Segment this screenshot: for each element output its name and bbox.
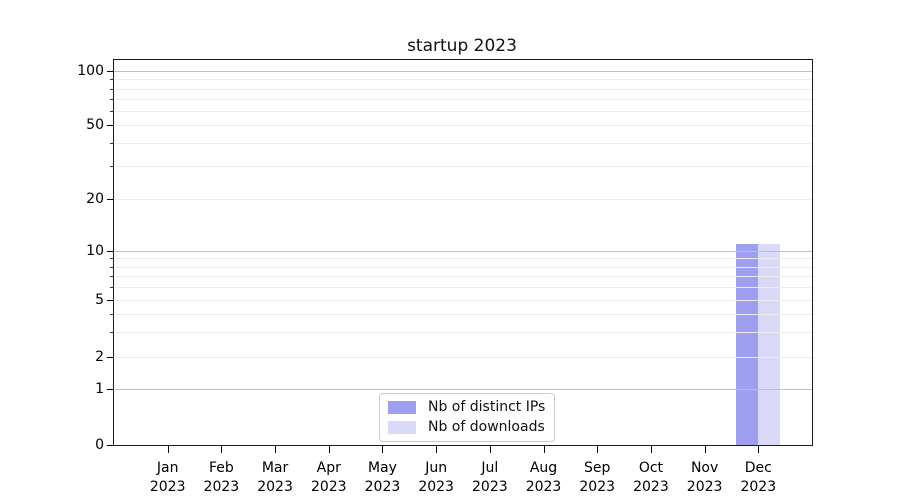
- y-tick: [107, 125, 114, 127]
- y-minor-tick: [110, 143, 114, 145]
- minor-gridline: [114, 125, 812, 127]
- minor-gridline: [114, 287, 812, 289]
- x-axis-tick-label: Jul 2023: [472, 460, 508, 495]
- x-axis-tick-label: Jun 2023: [418, 460, 454, 495]
- bar-nb-of-downloads: [758, 243, 781, 445]
- x-axis-tick-label: Oct 2023: [633, 460, 669, 495]
- y-minor-tick: [110, 79, 114, 81]
- y-minor-tick: [110, 111, 114, 113]
- y-tick: [107, 300, 114, 301]
- minor-gridline: [114, 258, 812, 260]
- y-minor-tick: [110, 276, 114, 278]
- x-axis-tick-label: Nov 2023: [686, 460, 723, 495]
- x-axis-tick-label: May 2023: [364, 460, 401, 495]
- x-tick: [328, 446, 330, 453]
- y-tick: [107, 388, 114, 390]
- x-tick: [758, 446, 760, 453]
- x-tick: [167, 446, 169, 453]
- minor-gridline: [114, 331, 812, 333]
- y-axis-tick-label: 20: [86, 190, 104, 207]
- x-axis-tick-label: Sep 2023: [579, 460, 616, 495]
- plot-area: 0 1 2 5 10 20 50 100 Jan 2023 Feb 2023 Mar 2023 Ap…: [77, 59, 813, 495]
- minor-gridline: [114, 313, 812, 315]
- legend-entry: Nb of downloads: [388, 419, 545, 436]
- bar-nb-of-distinct-ips: [736, 243, 759, 445]
- x-axis-tick-label: Dec 2023: [740, 460, 777, 495]
- minor-gridline: [114, 276, 812, 278]
- legend-label: Nb of downloads: [428, 419, 545, 435]
- y-tick: [107, 356, 114, 358]
- minor-gridline: [114, 166, 812, 168]
- legend: Nb of distinct IPs Nb of downloads: [379, 393, 556, 442]
- minor-gridline: [114, 356, 812, 358]
- x-tick: [275, 446, 277, 453]
- minor-gridline: [114, 300, 812, 301]
- minor-gridline: [114, 99, 812, 101]
- major-gridline: [114, 71, 812, 72]
- y-tick: [107, 198, 114, 200]
- y-tick: [107, 250, 114, 252]
- y-minor-tick: [110, 88, 114, 90]
- y-axis-tick-label: 10: [86, 242, 104, 259]
- y-tick: [107, 71, 114, 72]
- minor-gridline: [114, 266, 812, 268]
- x-axis-tick-label: Jan 2023: [149, 460, 186, 495]
- major-gridline: [114, 250, 812, 252]
- minor-gridline: [114, 198, 812, 200]
- x-tick: [436, 446, 438, 453]
- y-axis-tick-label: 5: [95, 292, 104, 308]
- x-tick: [650, 446, 652, 453]
- minor-gridline: [114, 143, 812, 145]
- y-minor-tick: [110, 99, 114, 101]
- y-minor-tick: [110, 331, 114, 333]
- chart-title: startup 2023: [407, 36, 517, 56]
- x-axis-tick-label: Feb 2023: [203, 460, 240, 495]
- y-minor-tick: [110, 313, 114, 315]
- y-axis-tick-label: 2: [95, 348, 104, 365]
- y-tick: [107, 445, 114, 446]
- y-minor-tick: [110, 166, 114, 168]
- minor-gridline: [114, 79, 812, 81]
- y-axis-tick-label: 100: [77, 63, 104, 79]
- x-tick: [597, 446, 599, 453]
- legend-entry: Nb of distinct IPs: [388, 399, 545, 416]
- minor-gridline: [114, 111, 812, 113]
- x-axis-tick-label: Aug 2023: [525, 460, 562, 495]
- x-tick: [543, 446, 545, 453]
- x-tick: [704, 446, 706, 453]
- legend-label: Nb of distinct IPs: [428, 399, 546, 415]
- y-minor-tick: [110, 266, 114, 268]
- x-axis-tick-label: Apr 2023: [310, 460, 347, 495]
- y-minor-tick: [110, 287, 114, 289]
- minor-gridline: [114, 88, 812, 90]
- x-tick: [221, 446, 223, 453]
- legend-swatch: [388, 421, 416, 434]
- x-tick: [382, 446, 384, 453]
- legend-swatch: [388, 401, 416, 414]
- y-axis-tick-label: 0: [95, 437, 104, 453]
- x-axis-tick-label: Mar 2023: [257, 460, 293, 495]
- y-minor-tick: [110, 258, 114, 260]
- y-axis-tick-label: 1: [95, 380, 104, 397]
- major-gridline: [114, 388, 812, 390]
- x-tick: [489, 446, 491, 453]
- y-axis-tick-label: 50: [86, 117, 104, 134]
